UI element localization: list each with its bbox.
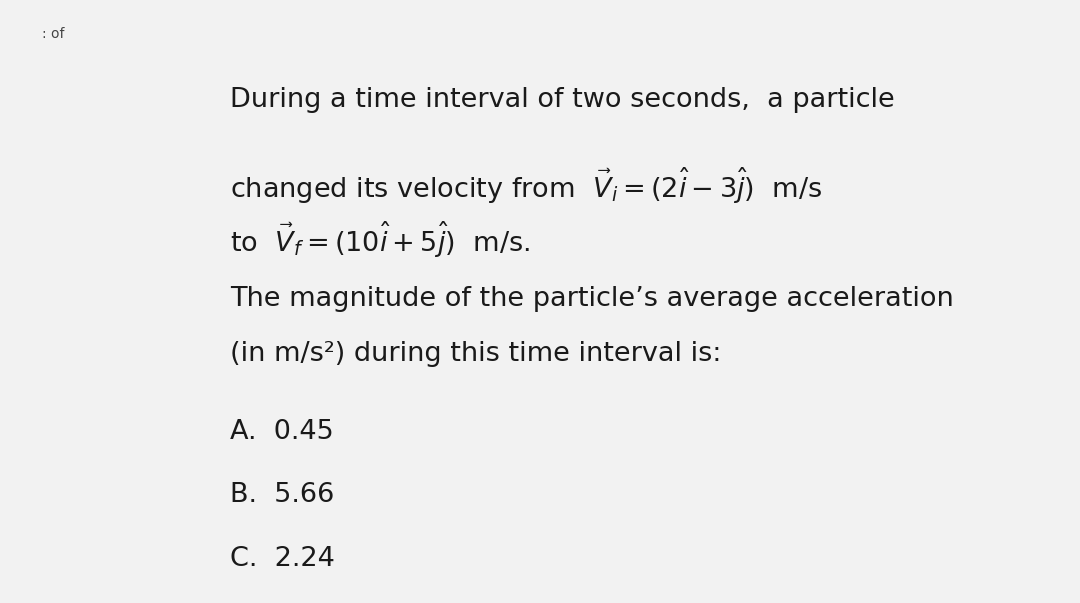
Text: : of: : of <box>42 27 65 41</box>
Text: changed its velocity from  $\vec{V}_i =(2\hat{i} -3\hat{j})$  m/s: changed its velocity from $\vec{V}_i =(2… <box>230 166 822 206</box>
Text: B.  5.66: B. 5.66 <box>230 482 334 508</box>
Text: C.  2.24: C. 2.24 <box>230 546 335 572</box>
Text: to  $\vec{V}_f = (10\hat{i} +5\hat{j})$  m/s.: to $\vec{V}_f = (10\hat{i} +5\hat{j})$ m… <box>230 220 529 260</box>
Text: (in m/s²) during this time interval is:: (in m/s²) during this time interval is: <box>230 341 721 367</box>
Text: The magnitude of the particle’s average acceleration: The magnitude of the particle’s average … <box>230 286 954 312</box>
Text: During a time interval of two seconds,  a particle: During a time interval of two seconds, a… <box>230 87 894 113</box>
Text: A.  0.45: A. 0.45 <box>230 419 334 445</box>
